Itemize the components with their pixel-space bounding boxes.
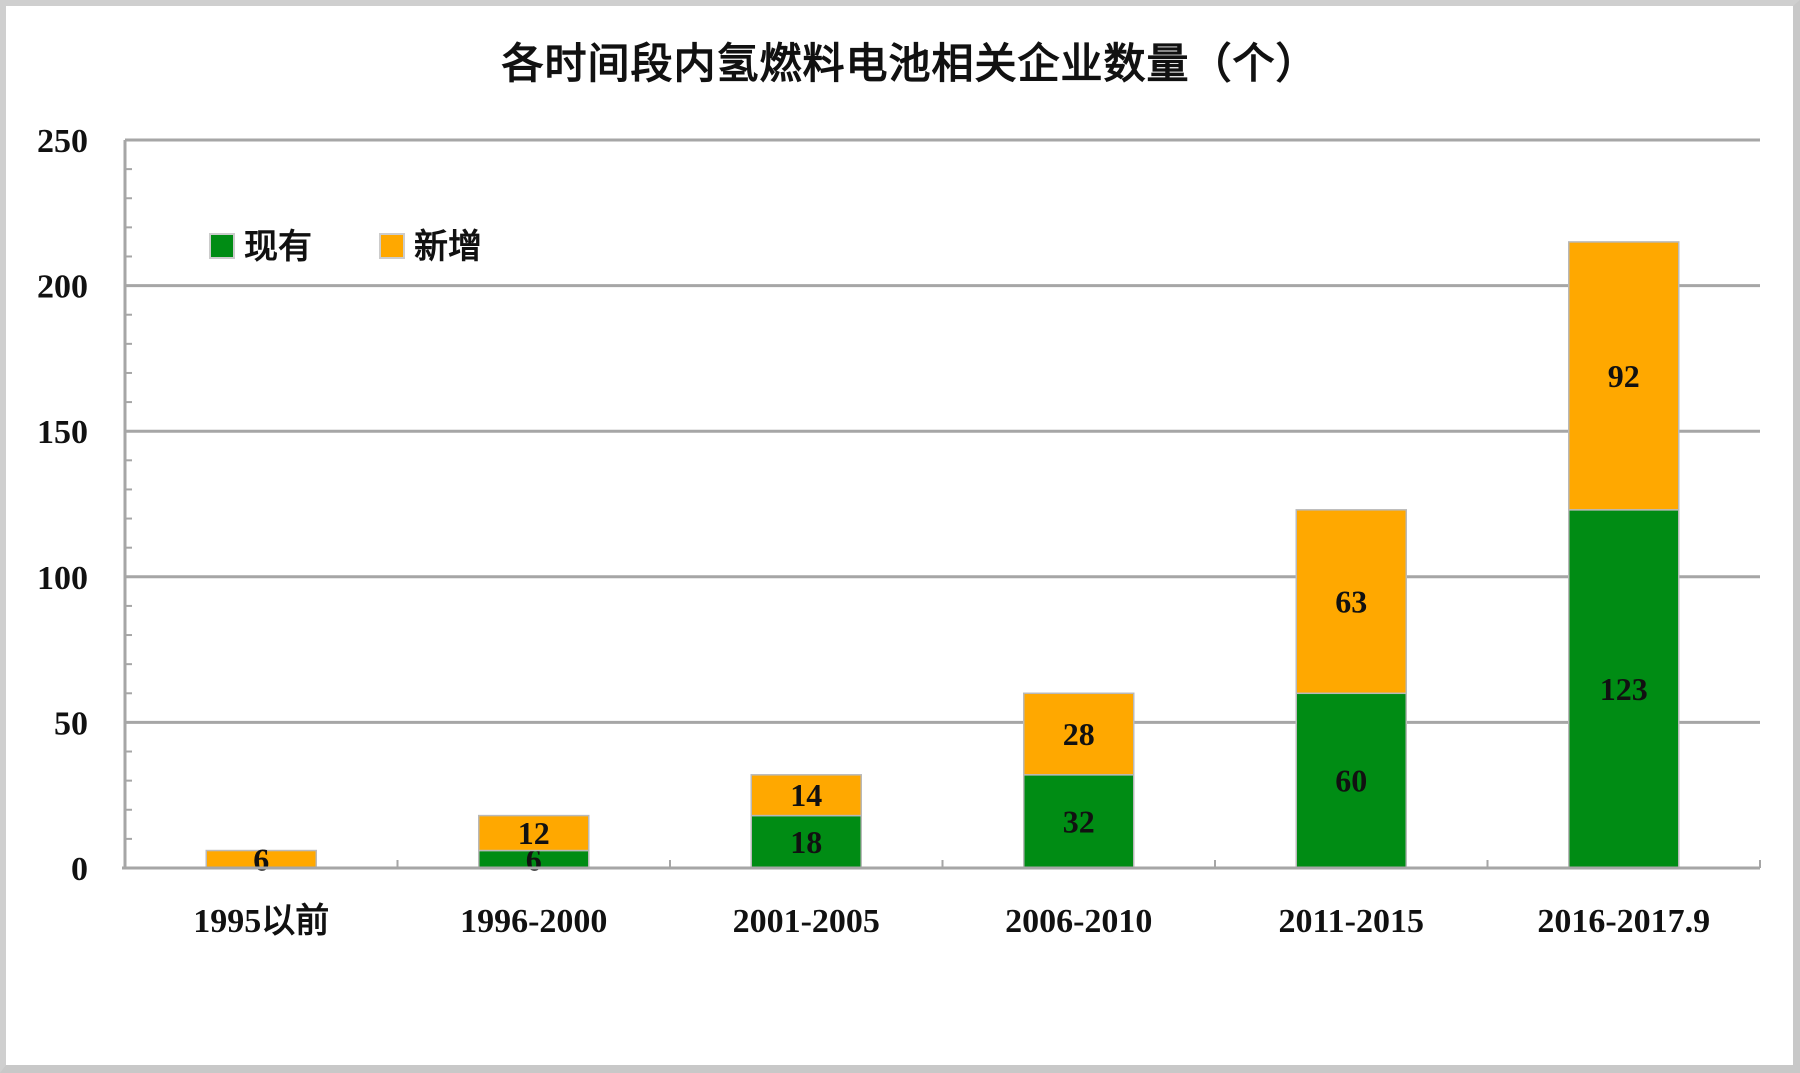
bar-segment-existing bbox=[750, 814, 862, 869]
data-label: 123 bbox=[1600, 671, 1648, 707]
bar-segment-existing bbox=[1568, 509, 1680, 869]
legend-swatch-existing bbox=[209, 233, 235, 259]
legend-label: 现有 bbox=[244, 228, 312, 266]
bar-segment-new bbox=[478, 814, 590, 852]
data-label: 32 bbox=[1063, 803, 1095, 839]
bar-segment-existing bbox=[1295, 692, 1407, 869]
x-tick-label: 2006-2010 bbox=[1005, 903, 1152, 940]
data-label: 6 bbox=[253, 841, 269, 877]
y-tick-label: 200 bbox=[37, 269, 88, 306]
y-tick-label: 250 bbox=[37, 123, 88, 160]
data-label: 18 bbox=[790, 824, 822, 860]
y-tick-label: 150 bbox=[37, 414, 88, 451]
data-label: 63 bbox=[1335, 584, 1367, 620]
y-tick-label: 0 bbox=[71, 851, 88, 888]
bar-segment-new bbox=[1568, 241, 1680, 511]
x-tick-label: 1995以前 bbox=[193, 902, 329, 940]
data-label: 60 bbox=[1335, 763, 1367, 799]
x-tick-label: 2001-2005 bbox=[733, 903, 880, 940]
x-tick-label: 2011-2015 bbox=[1279, 903, 1424, 940]
chart-title: 各时间段内氢燃料电池相关企业数量（个） bbox=[501, 42, 1319, 88]
data-label: 92 bbox=[1608, 358, 1640, 394]
legend-label: 新增 bbox=[414, 228, 482, 266]
bar-segment-existing bbox=[1023, 774, 1135, 869]
data-label: 14 bbox=[790, 777, 822, 813]
y-tick-label: 50 bbox=[54, 705, 88, 742]
bar-segment-new bbox=[1295, 509, 1407, 695]
bar-segment-new bbox=[750, 774, 862, 817]
x-tick-label: 1996-2000 bbox=[460, 903, 607, 940]
x-tick-label: 2016-2017.9 bbox=[1537, 903, 1710, 940]
legend-swatch-new bbox=[379, 233, 405, 259]
data-label: 12 bbox=[518, 815, 550, 851]
bar-segment-new bbox=[1023, 692, 1135, 776]
y-tick-label: 100 bbox=[37, 560, 88, 597]
data-label: 28 bbox=[1063, 716, 1095, 752]
